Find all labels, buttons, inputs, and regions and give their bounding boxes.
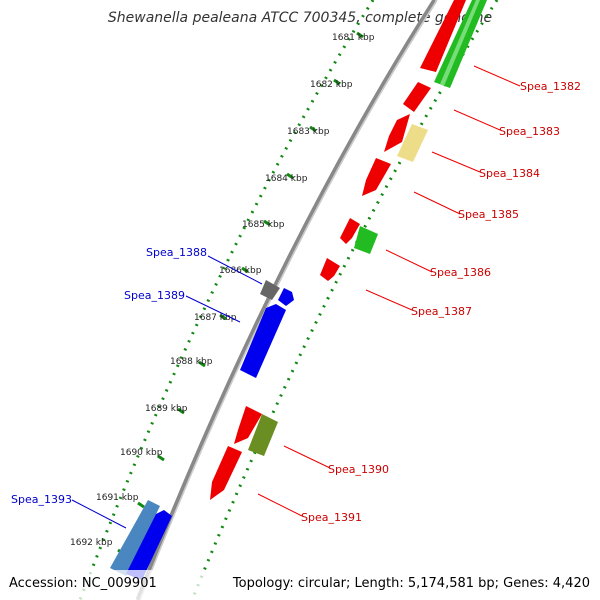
gene-label[interactable]: Spea_1393 (11, 493, 72, 506)
tick-label: 1689 kbp (145, 404, 188, 414)
tick-mark (198, 360, 206, 368)
gene-arrow (384, 114, 410, 152)
gene-arrow (248, 414, 278, 456)
tick-label: 1681 kbp (332, 33, 375, 43)
genome-summary-text: Topology: circular; Length: 5,174,581 bp… (232, 576, 590, 591)
gene-arrow (354, 226, 378, 254)
genome-backbone-highlight (139, 0, 438, 600)
label-connector (185, 295, 241, 323)
tick-mark (157, 454, 165, 462)
gene-label[interactable]: Spea_1389 (124, 289, 185, 302)
gene-label[interactable]: Spea_1387 (411, 305, 472, 318)
tick-mark (177, 407, 185, 415)
label-connector (473, 65, 521, 87)
tick-mark (241, 266, 249, 274)
tick-label: 1691 kbp (96, 493, 139, 503)
gene-arrow (340, 218, 360, 244)
gene-arrow (234, 406, 262, 444)
tick-label: 1690 kbp (120, 448, 163, 458)
label-connector (431, 151, 481, 173)
tick-mark (219, 313, 227, 321)
tick-mark (263, 219, 271, 227)
gene-arrow (440, 0, 480, 86)
label-connector (453, 109, 501, 131)
label-connector (257, 493, 303, 517)
tick-label: 1692 kbp (70, 538, 113, 548)
tick-label: 1686 kbp (219, 266, 262, 276)
tick-label: 1683 kbp (287, 127, 330, 137)
gene-arrow (260, 280, 280, 300)
label-connector (413, 191, 461, 215)
inner-tick-ring (78, 0, 375, 600)
reverse-strand-genes (110, 280, 294, 580)
gene-label[interactable]: Spea_1388 (146, 246, 207, 259)
map-title: Shewanella pealeana ATCC 700345, complet… (108, 10, 492, 26)
gene-arrow (126, 510, 172, 580)
label-connector (71, 499, 127, 529)
left-label-connectors (71, 255, 263, 529)
tick-mark (286, 172, 294, 180)
tick-mark (137, 501, 145, 509)
gene-arrow (320, 258, 340, 281)
forward-strand-genes (210, 0, 487, 500)
tick-label: 1687 kbp (194, 313, 237, 323)
gene-label[interactable]: Spea_1386 (430, 266, 491, 279)
tick-label: 1685 kbp (242, 220, 285, 230)
tick-label: 1688 kbp (170, 357, 213, 367)
label-connector (365, 289, 413, 311)
tick-label: 1684 kbp (265, 174, 308, 184)
label-connector (385, 249, 433, 273)
gene-arrow (403, 82, 431, 112)
tick-label: 1682 kbp (310, 80, 353, 90)
gene-label[interactable]: Spea_1385 (458, 208, 519, 221)
gene-arrow (110, 500, 160, 576)
tick-mark (333, 78, 341, 86)
gene-arrow (420, 0, 466, 72)
label-connector (283, 445, 331, 469)
right-label-connectors (257, 65, 521, 517)
gene-arrow (278, 288, 294, 306)
genome-backbone (135, 0, 438, 600)
label-connector (207, 255, 263, 285)
footer-background (0, 570, 600, 600)
gene-label[interactable]: Spea_1382 (520, 80, 581, 93)
gene-arrow (240, 304, 286, 378)
gene-label[interactable]: Spea_1383 (499, 125, 560, 138)
gene-label[interactable]: Spea_1391 (301, 511, 362, 524)
gene-label[interactable]: Spea_1390 (328, 463, 389, 476)
gene-arrow (210, 446, 242, 500)
outer-tick-ring (190, 0, 499, 600)
accession-text: Accession: NC_009901 (9, 576, 157, 591)
gene-label[interactable]: Spea_1384 (479, 167, 540, 180)
tick-mark (356, 31, 364, 39)
gene-arrow (397, 124, 428, 162)
gene-arrow (362, 158, 391, 196)
tick-mark (309, 125, 317, 133)
